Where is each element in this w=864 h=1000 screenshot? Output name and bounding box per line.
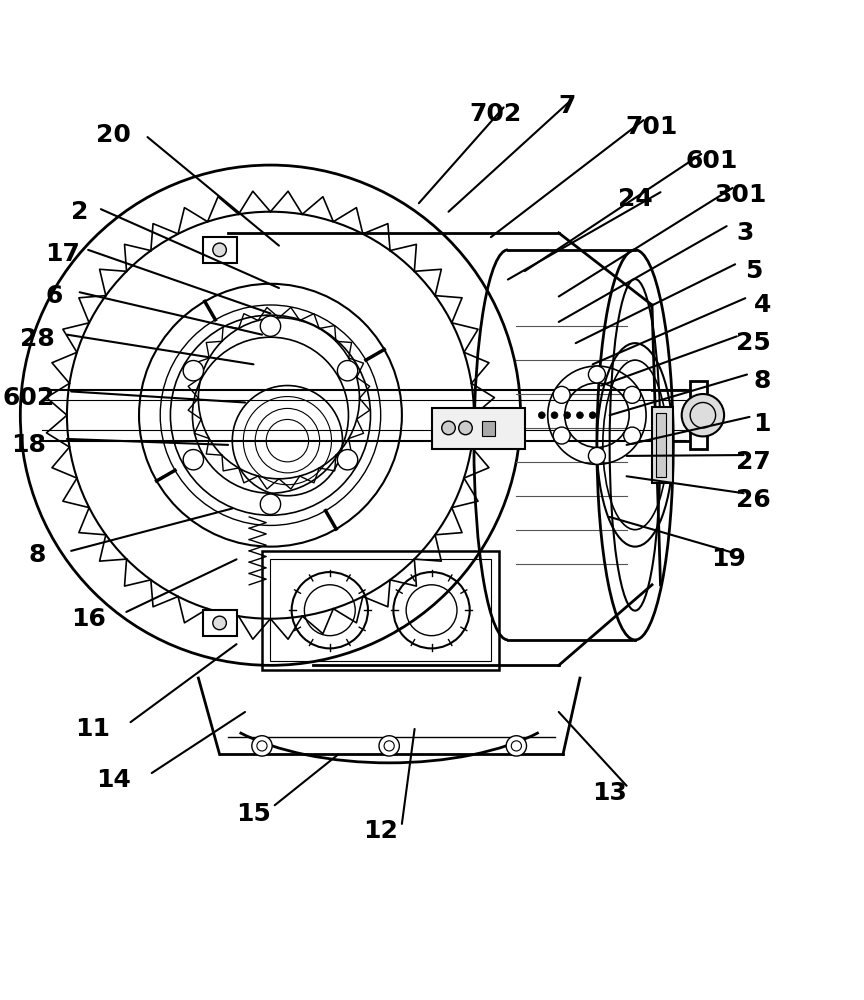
Text: 19: 19 bbox=[711, 547, 746, 571]
Text: 8: 8 bbox=[29, 543, 46, 567]
Text: 20: 20 bbox=[96, 123, 131, 147]
Circle shape bbox=[576, 412, 583, 419]
Text: 6: 6 bbox=[46, 284, 63, 308]
Text: 27: 27 bbox=[736, 450, 772, 474]
Text: 25: 25 bbox=[736, 331, 772, 355]
Text: 702: 702 bbox=[469, 102, 521, 126]
Circle shape bbox=[588, 447, 606, 464]
Text: 13: 13 bbox=[592, 781, 627, 805]
Text: 14: 14 bbox=[96, 768, 131, 792]
Text: 11: 11 bbox=[75, 717, 110, 741]
Circle shape bbox=[337, 450, 358, 470]
Circle shape bbox=[183, 361, 204, 381]
Circle shape bbox=[213, 616, 226, 630]
Text: 24: 24 bbox=[618, 187, 652, 211]
Bar bbox=[657, 413, 666, 477]
Circle shape bbox=[442, 421, 455, 435]
Circle shape bbox=[213, 243, 226, 257]
Text: 701: 701 bbox=[626, 115, 678, 139]
Text: 15: 15 bbox=[236, 802, 271, 826]
Circle shape bbox=[553, 427, 570, 444]
Bar bbox=[203, 610, 237, 636]
Bar bbox=[482, 421, 495, 436]
Circle shape bbox=[682, 394, 724, 436]
Circle shape bbox=[260, 316, 281, 336]
Text: 601: 601 bbox=[685, 149, 738, 173]
Circle shape bbox=[506, 736, 526, 756]
Text: 18: 18 bbox=[11, 433, 47, 457]
Circle shape bbox=[624, 427, 640, 444]
Text: 28: 28 bbox=[20, 327, 54, 351]
Text: 602: 602 bbox=[3, 386, 55, 410]
Circle shape bbox=[551, 412, 558, 419]
Text: 17: 17 bbox=[45, 242, 80, 266]
Text: 4: 4 bbox=[753, 293, 771, 317]
Text: 3: 3 bbox=[737, 221, 754, 245]
Circle shape bbox=[624, 386, 640, 403]
Bar bbox=[431, 408, 524, 449]
Bar bbox=[690, 381, 707, 449]
Circle shape bbox=[538, 412, 545, 419]
Text: 1: 1 bbox=[753, 412, 771, 436]
Circle shape bbox=[588, 366, 606, 383]
Bar bbox=[203, 237, 237, 263]
Circle shape bbox=[183, 450, 204, 470]
Text: 2: 2 bbox=[71, 200, 88, 224]
Circle shape bbox=[260, 494, 281, 514]
Bar bbox=[652, 407, 673, 483]
Text: 8: 8 bbox=[753, 369, 771, 393]
Text: 26: 26 bbox=[736, 488, 772, 512]
Circle shape bbox=[459, 421, 473, 435]
Circle shape bbox=[564, 412, 570, 419]
Text: 5: 5 bbox=[745, 259, 762, 283]
Text: 7: 7 bbox=[558, 94, 576, 118]
Text: 12: 12 bbox=[363, 819, 398, 843]
Text: 16: 16 bbox=[71, 607, 105, 631]
Circle shape bbox=[589, 412, 596, 419]
Bar bbox=[270, 559, 491, 661]
Circle shape bbox=[337, 361, 358, 381]
Circle shape bbox=[379, 736, 399, 756]
Circle shape bbox=[251, 736, 272, 756]
Text: 301: 301 bbox=[715, 183, 767, 207]
Circle shape bbox=[553, 386, 570, 403]
Bar bbox=[262, 551, 499, 670]
